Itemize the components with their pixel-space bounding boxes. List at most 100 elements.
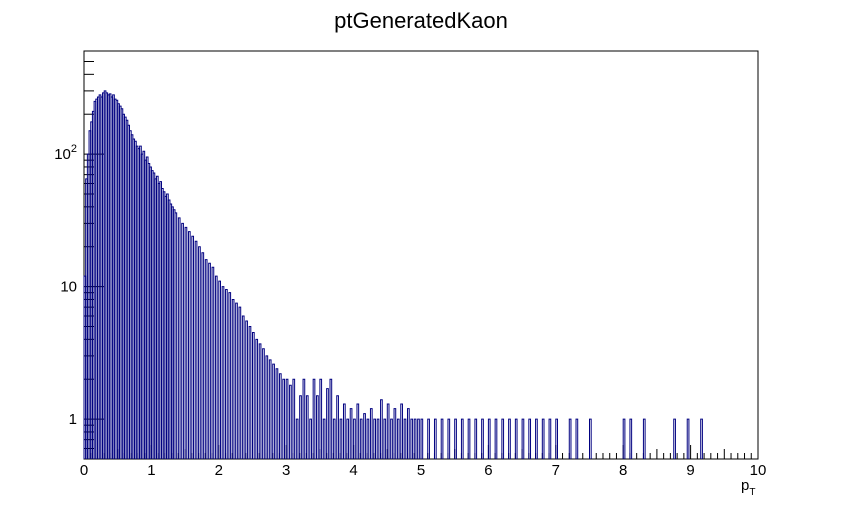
histogram-bin bbox=[302, 378, 306, 459]
histogram-bin bbox=[262, 348, 265, 459]
histogram-bin bbox=[380, 399, 383, 459]
histogram-bin bbox=[440, 418, 444, 459]
x-axis: 0 1 2 3 4 5 6 7 8 9 10 bbox=[80, 445, 767, 479]
histogram-bin bbox=[275, 368, 279, 459]
x-tick-label: 3 bbox=[282, 462, 290, 479]
histogram-bin bbox=[528, 418, 532, 459]
histogram-bin bbox=[218, 280, 221, 459]
histogram-bin bbox=[231, 298, 235, 459]
histogram-bin bbox=[346, 418, 350, 459]
x-tick-label: 10 bbox=[750, 462, 767, 479]
histogram-bin bbox=[265, 355, 269, 459]
histogram-bin bbox=[319, 378, 323, 459]
x-tick-label: 4 bbox=[349, 462, 357, 479]
histogram-bin bbox=[642, 418, 646, 459]
histogram-bin bbox=[336, 395, 339, 459]
histogram-bin bbox=[285, 378, 289, 459]
histogram-bin bbox=[673, 418, 676, 459]
histogram-bin bbox=[541, 418, 545, 459]
histogram-bin bbox=[272, 363, 275, 459]
histogram-bin bbox=[316, 395, 319, 459]
histogram-bin bbox=[238, 306, 242, 459]
histogram-bins bbox=[83, 90, 703, 459]
histogram-bin bbox=[342, 403, 346, 459]
histogram-bin bbox=[383, 418, 387, 459]
histogram-bin bbox=[376, 418, 380, 459]
histogram-bin bbox=[332, 418, 336, 459]
histogram-bin bbox=[494, 418, 498, 459]
histogram-bin bbox=[174, 212, 178, 459]
histogram-bin bbox=[386, 403, 390, 459]
histogram-bin bbox=[228, 292, 232, 459]
histogram-bin bbox=[390, 418, 393, 459]
x-tick-label: 9 bbox=[686, 462, 694, 479]
histogram-bin bbox=[417, 418, 420, 459]
histogram-bin bbox=[184, 226, 188, 459]
histogram-bin bbox=[487, 418, 491, 459]
histogram-bin bbox=[305, 395, 309, 459]
histogram-bin bbox=[474, 418, 478, 459]
histogram-bin bbox=[204, 259, 208, 459]
histogram-bin bbox=[194, 240, 198, 459]
y-tick-label: 102 bbox=[54, 143, 77, 163]
histogram-bin bbox=[295, 418, 299, 459]
histogram-bin bbox=[589, 418, 592, 459]
histogram-bin bbox=[349, 408, 353, 459]
histogram-bin bbox=[413, 418, 417, 459]
histogram-bin bbox=[299, 395, 302, 459]
histogram-bin bbox=[339, 418, 343, 459]
histogram-bin bbox=[366, 418, 370, 459]
histogram-bin bbox=[353, 418, 356, 459]
histogram-bin bbox=[329, 378, 333, 459]
histogram-bin bbox=[420, 418, 424, 459]
histogram-bin bbox=[433, 418, 437, 459]
histogram-bin bbox=[400, 403, 403, 459]
histogram-bin bbox=[225, 289, 228, 459]
histogram-bin bbox=[460, 418, 464, 459]
histogram-bin bbox=[201, 252, 205, 459]
histogram-bin bbox=[521, 418, 525, 459]
histogram-bin bbox=[555, 418, 558, 459]
histogram-bin bbox=[373, 418, 377, 459]
histogram-bin bbox=[221, 286, 225, 459]
histogram-bin bbox=[568, 418, 572, 459]
histogram-bin bbox=[454, 418, 457, 459]
histogram-bin bbox=[356, 403, 360, 459]
y-axis: 1 10 102 bbox=[54, 50, 104, 460]
histogram-bin bbox=[369, 408, 373, 459]
histogram-bin bbox=[235, 302, 238, 459]
y-tick-label: 1 bbox=[69, 411, 77, 428]
chart-title: ptGeneratedKaon bbox=[334, 8, 508, 33]
x-axis-label: pT bbox=[741, 477, 755, 498]
histogram-bin bbox=[501, 418, 505, 459]
histogram-bin bbox=[700, 418, 703, 459]
histogram-bin bbox=[396, 418, 400, 459]
x-axis-label-subscript: T bbox=[749, 487, 755, 498]
histogram-bin bbox=[467, 418, 471, 459]
y-tick-label: 10 bbox=[60, 279, 77, 296]
histogram-bin bbox=[258, 343, 262, 459]
histogram-bin bbox=[629, 418, 633, 459]
histogram-bin bbox=[326, 388, 329, 459]
histogram-bin bbox=[187, 231, 191, 459]
x-tick-label: 8 bbox=[619, 462, 627, 479]
x-tick-label: 6 bbox=[484, 462, 492, 479]
histogram-bin bbox=[427, 418, 430, 459]
histogram-bin bbox=[208, 262, 211, 459]
x-tick-label: 2 bbox=[215, 462, 223, 479]
histogram-bin bbox=[248, 325, 252, 459]
histogram-bin bbox=[407, 408, 410, 459]
histogram-bin bbox=[255, 338, 259, 459]
histogram-bin bbox=[282, 378, 286, 459]
histogram-bin bbox=[508, 418, 511, 459]
histogram-bin bbox=[181, 222, 184, 459]
histogram-bin bbox=[309, 418, 312, 459]
histogram-bin bbox=[292, 378, 296, 459]
histogram-bin bbox=[447, 418, 451, 459]
histogram-bin bbox=[359, 418, 363, 459]
x-tick-label: 0 bbox=[80, 462, 88, 479]
histogram-bin bbox=[278, 373, 282, 459]
histogram-bin bbox=[322, 418, 326, 459]
histogram-bin bbox=[514, 418, 518, 459]
